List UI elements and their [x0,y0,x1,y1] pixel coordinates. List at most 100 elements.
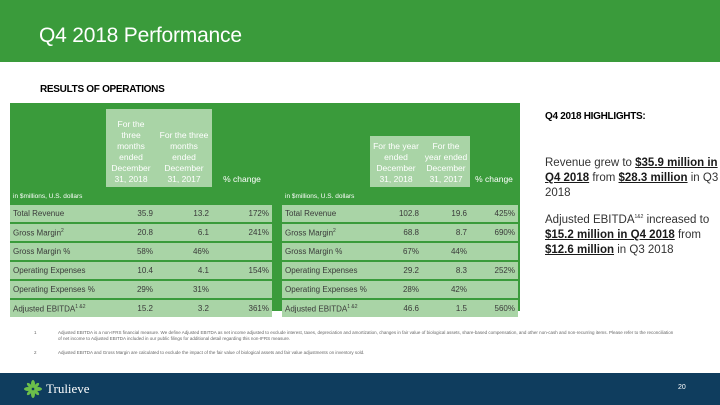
footnote-ref: 1&2 [634,214,644,220]
table-row: Gross Margin2 20.8 6.1 241% [10,224,272,241]
value-2017: 8.7 [422,224,470,241]
value-2017-text: 13.2 [193,209,209,218]
footnote-ref: 1 &2 [75,303,86,310]
row-label-text: Gross Margin [13,228,62,238]
value-2018: 15.2 [106,300,156,317]
highlight-emphasis: $12.6 million [545,243,615,256]
page-number: 20 [678,384,686,391]
header-2017: For the year ended December 31, 2017 [422,136,470,187]
value-2018-text: 28% [402,285,419,294]
table-row: Adjusted EBITDA1 &2 46.6 1.5 560% [282,300,518,317]
highlight-text: Adjusted EBITDA [545,213,635,226]
header-2018: For the three months ended December 31, … [106,109,156,187]
value-2017: 8.3 [422,262,470,279]
row-label: Gross Margin2 [282,224,370,241]
value-2018-text: 67% [402,247,419,256]
percent-change-text: 154% [248,266,269,275]
quarter-results-table: For the three months ended December 31, … [10,107,272,319]
row-label-text: Gross Margin [285,228,334,238]
value-2017-text: 1.5 [455,304,467,313]
value-2018: 29% [106,281,156,298]
footnote: 2 Adjusted EBITDA and Gross Margin are c… [34,350,674,356]
year-results-table: For the year ended December 31, 2018 For… [282,134,518,319]
percent-change: 560% [470,300,518,317]
value-2017: 42% [422,281,470,298]
percent-change: 425% [470,205,518,222]
highlight-emphasis: $15.2 million in Q4 2018 [545,228,675,241]
row-label-text: Gross Margin % [13,247,71,256]
value-2017: 4.1 [156,262,212,279]
value-2018-text: 20.8 [137,228,153,237]
highlight-emphasis: $35.9 million in Q4 2018 [545,157,718,184]
row-label-text: Total Revenue [285,209,337,218]
percent-change-text: 560% [494,304,515,313]
value-2017-text: 8.3 [455,266,467,275]
value-2018: 67% [370,243,422,260]
row-label: Gross Margin2 [10,224,106,241]
row-label-text: Operating Expenses [285,266,358,275]
percent-change: 241% [212,224,272,241]
table-row: Operating Expenses % 29% 31% [10,281,272,298]
footnotes: 1 Adjusted EBITDA is a non-IFRS financia… [34,330,674,364]
value-2018: 68.8 [370,224,422,241]
footer-bar: Trulieve 20 [0,373,720,405]
header-2018: For the year ended December 31, 2018 [370,136,422,187]
row-label: Adjusted EBITDA1 &2 [10,300,106,317]
units-row: in $millions, U.S. dollars [282,189,518,203]
footnote-number: 1 [34,330,37,335]
highlight-text: from [674,228,701,241]
value-2018-text: 29% [136,285,153,294]
value-2017-text: 6.1 [197,228,209,237]
percent-change-text: 241% [248,228,269,237]
value-2017: 19.6 [422,205,470,222]
percent-change-text: 172% [248,209,269,218]
value-2017-text: 8.7 [455,228,467,237]
row-label: Total Revenue [282,205,370,222]
percent-change: 172% [212,205,272,222]
value-2018: 35.9 [106,205,156,222]
value-2017-text: 4.1 [197,266,209,275]
percent-change-text: 361% [248,304,269,313]
row-label: Total Revenue [10,205,106,222]
table-row: Operating Expenses % 28% 42% [282,281,518,298]
highlight-text: in Q3 2018 [614,243,674,256]
value-2018-text: 10.4 [137,266,153,275]
value-2018-text: 68.8 [403,228,419,237]
value-2017-text: 42% [450,285,467,294]
value-2018: 20.8 [106,224,156,241]
row-label: Operating Expenses % [282,281,370,298]
row-label: Adjusted EBITDA1 &2 [282,300,370,317]
footnote-text: Adjusted EBITDA is a non-IFRS financial … [58,330,674,341]
section-heading: RESULTS OF OPERATIONS [40,84,165,95]
highlight-ebitda: Adjusted EBITDA1&2 increased to $15.2 mi… [545,210,720,258]
row-label-text: Adjusted EBITDA [285,304,348,314]
table-row: Total Revenue 102.8 19.6 425% [282,205,518,222]
units-label: in $millions, U.S. dollars [13,192,83,200]
row-label-text: Operating Expenses % [13,285,95,294]
table-row: Gross Margin % 58% 46% [10,243,272,260]
units-row: in $millions, U.S. dollars [10,189,272,203]
value-2018: 46.6 [370,300,422,317]
header-blank [10,109,106,187]
table-row: Total Revenue 35.9 13.2 172% [10,205,272,222]
row-label: Operating Expenses % [10,281,106,298]
table-row: Gross Margin2 68.8 8.7 690% [282,224,518,241]
highlight-emphasis: $28.3 million [618,172,688,184]
slide-title: Q4 2018 Performance [39,24,242,47]
header-change: % change [223,174,261,184]
percent-change: 361% [212,300,272,317]
footnote: 1 Adjusted EBITDA is a non-IFRS financia… [34,330,674,342]
units-label: in $millions, U.S. dollars [285,192,355,200]
value-2017: 3.2 [156,300,212,317]
footnote-ref: 2 [61,227,64,234]
row-label-text: Operating Expenses % [285,285,367,294]
title-bar: Q4 2018 Performance [0,0,720,62]
row-label: Gross Margin % [282,243,370,260]
value-2018-text: 102.8 [398,209,419,218]
value-2017: 6.1 [156,224,212,241]
year-table-body: Total Revenue 102.8 19.6 425% Gross Margin2 6… [282,205,518,317]
percent-change [470,243,518,260]
percent-change: 252% [470,262,518,279]
value-2017: 31% [156,281,212,298]
value-2017-text: 3.2 [197,304,209,313]
